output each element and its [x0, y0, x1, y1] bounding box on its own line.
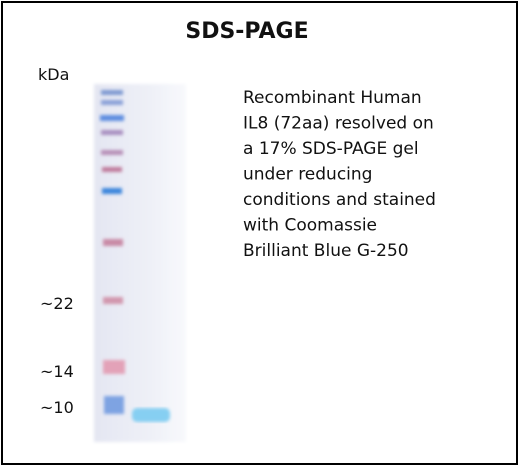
- description-line: under reducing: [243, 165, 372, 185]
- marker-label: ~14: [40, 362, 74, 381]
- sample-band: [132, 408, 170, 422]
- description-line: Recombinant Human: [243, 88, 422, 108]
- description-line: a 17% SDS-PAGE gel: [243, 139, 419, 159]
- description-line: IL8 (72aa) resolved on: [243, 114, 434, 134]
- marker-lane: [100, 90, 125, 414]
- marker-label: ~22: [40, 294, 74, 313]
- description-line: Brilliant Blue G-250: [243, 241, 409, 261]
- frame: [1, 1, 518, 465]
- marker-label: ~10: [40, 398, 74, 417]
- gel-background: [94, 84, 186, 442]
- description-line: conditions and stained: [243, 190, 436, 210]
- unit-label: kDa: [38, 65, 69, 84]
- description-line: with Coomassie: [243, 216, 377, 236]
- gel: [94, 84, 186, 442]
- description: Recombinant Human IL8 (72aa) resolved on a…: [243, 88, 436, 261]
- title: SDS-PAGE: [185, 19, 308, 44]
